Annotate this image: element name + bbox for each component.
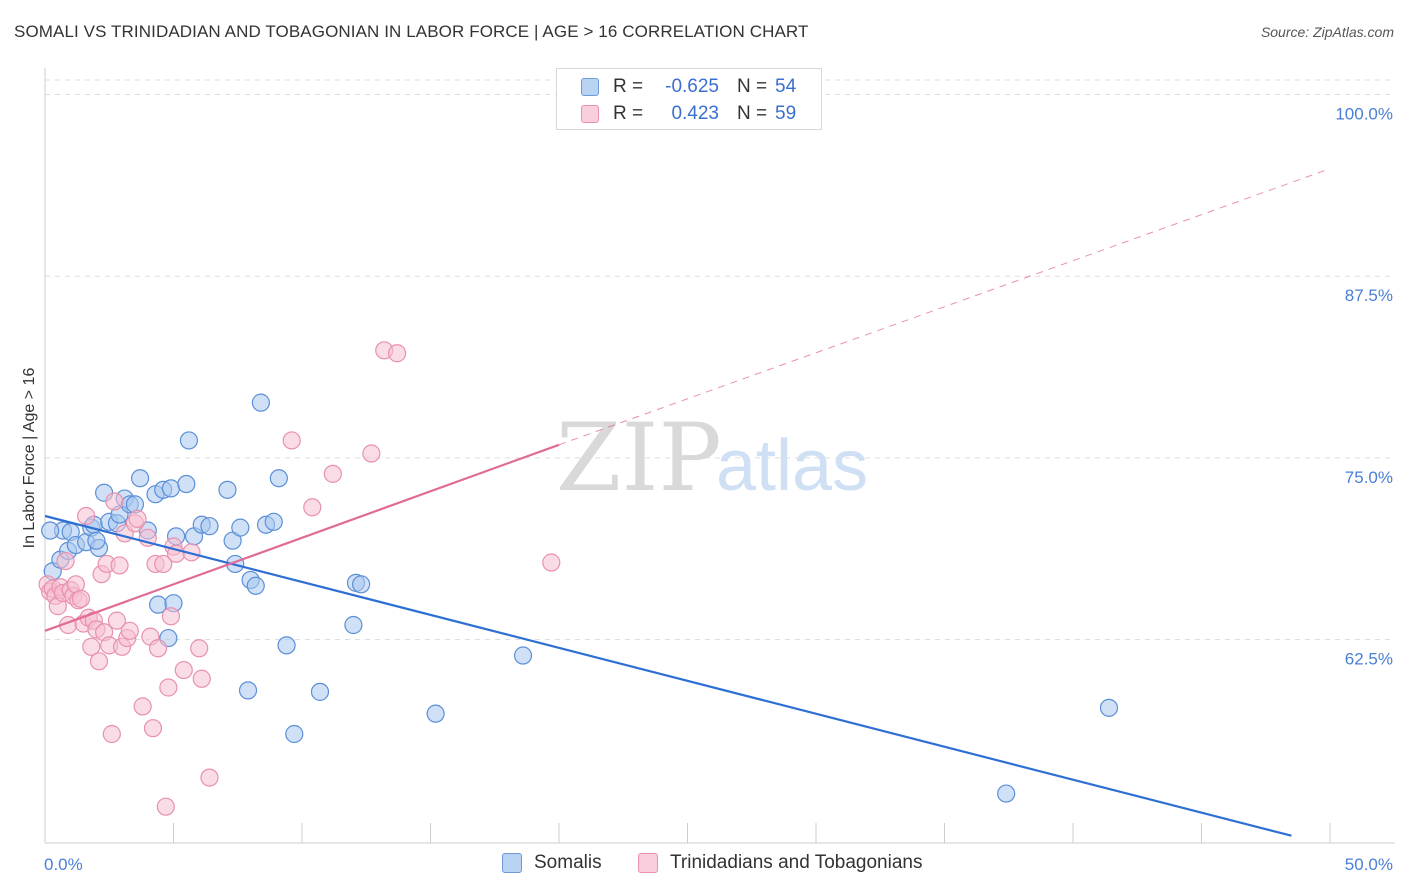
trinidadian-point <box>542 553 561 572</box>
trinidadian-trend-line-extension <box>558 168 1331 446</box>
legend-r-label: R = <box>613 103 644 124</box>
legend-n-value: 54 <box>775 76 797 97</box>
gridlines <box>45 79 1395 641</box>
legend-n-value: 59 <box>775 103 797 124</box>
trinidadian-point <box>192 669 211 688</box>
somali-trend-line <box>44 514 1292 837</box>
legend-n-label: N = <box>737 76 768 97</box>
legend-row-trinidadians: R = 0.423 N = 59 <box>581 103 796 125</box>
trinidadian-trend-line <box>44 443 560 632</box>
trinidadian-point <box>190 639 209 658</box>
somali-point <box>161 479 181 498</box>
chart-source: Source: ZipAtlas.com <box>1260 24 1394 40</box>
trinidadian-point <box>303 498 322 517</box>
axes <box>44 68 1395 844</box>
somali-point <box>352 575 371 594</box>
somali-point <box>246 576 265 595</box>
trend-lines <box>44 168 1331 837</box>
trinidadian-point <box>156 797 175 816</box>
somali-point <box>344 615 363 635</box>
correlation-legend: R = -0.625 N = 54 R = 0.423 N = 59 <box>556 68 822 130</box>
legend-r-value: -0.625 <box>665 76 719 97</box>
somali-point <box>426 704 445 723</box>
legend-swatch-somalis <box>581 78 599 96</box>
y-tick-label: 100.0% <box>1335 105 1393 124</box>
trinidadian-point <box>120 621 139 640</box>
tick-labels: 62.5% 75.0% 87.5% 100.0% 0.0% 50.0% <box>44 105 1393 874</box>
somali-point <box>200 517 219 536</box>
somali-point <box>285 724 304 744</box>
trinidadian-point <box>161 607 181 626</box>
trinidadian-point <box>148 639 168 658</box>
chart-title: SOMALI VS TRINIDADIAN AND TOBAGONIAN IN … <box>14 22 809 41</box>
y-tick-label: 62.5% <box>1345 650 1393 669</box>
x-tick-label: 50.0% <box>1345 855 1393 874</box>
trinidadian-point <box>107 611 127 630</box>
somali-point <box>179 431 199 450</box>
watermark: ZIP atlas <box>556 404 868 513</box>
legend-r-label: R = <box>613 76 644 97</box>
somali-point <box>87 531 106 550</box>
trinidadian-point <box>56 551 75 571</box>
somali-point <box>218 480 237 499</box>
series-legend-trinidadians: Trinidadians and Tobagonians <box>638 852 922 874</box>
legend-row-somalis: R = -0.625 N = 54 <box>581 76 796 98</box>
legend-swatch-trinidadians <box>581 105 599 123</box>
trinidadian-point <box>323 464 342 483</box>
series-swatch-somalis <box>502 853 522 873</box>
somali-point <box>231 518 250 537</box>
series-swatch-trinidadians <box>638 853 658 873</box>
trinidadian-point <box>77 506 96 526</box>
trinidadian-point <box>200 768 219 787</box>
somali-point <box>251 393 270 412</box>
somali-point <box>177 474 196 494</box>
trinidadian-point <box>102 724 121 744</box>
series-legend-somalis: Somalis <box>502 852 602 874</box>
trinidadian-point <box>71 589 91 608</box>
trinidadian-point <box>133 697 152 716</box>
trinidadian-point <box>159 678 178 697</box>
trinidadian-point <box>110 556 129 575</box>
series-legend: Somalis Trinidadians and Tobagonians <box>0 852 1406 876</box>
somali-point <box>1099 698 1119 717</box>
x-tick-label: 0.0% <box>44 855 83 874</box>
somali-point <box>130 469 150 488</box>
trinidadian-point <box>154 554 173 574</box>
legend-n-label: N = <box>737 103 768 124</box>
somali-point <box>997 784 1016 803</box>
somali-point <box>41 521 60 540</box>
somali-point <box>238 681 258 700</box>
trinidadian-point <box>387 344 407 363</box>
watermark-zip: ZIP <box>556 404 722 513</box>
y-tick-label: 75.0% <box>1345 468 1393 487</box>
somali-point <box>310 682 330 701</box>
somali-point <box>269 469 288 488</box>
trinidadian-point <box>174 660 193 680</box>
trinidadian-point <box>282 431 301 450</box>
somali-point <box>513 646 533 665</box>
trinidadian-point <box>82 637 101 656</box>
trinidadian-point <box>89 652 109 671</box>
somali-point <box>264 512 283 531</box>
legend-r-value: 0.423 <box>671 103 719 124</box>
trinidadian-point <box>105 492 124 511</box>
somali-point <box>277 636 296 655</box>
series-label-somalis: Somalis <box>534 852 602 873</box>
trinidadian-point <box>143 719 163 738</box>
y-tick-label: 87.5% <box>1345 286 1393 305</box>
series-label-trinidadians: Trinidadians and Tobagonians <box>670 852 923 873</box>
trinidadian-point <box>362 444 381 463</box>
trinidadian-point <box>128 509 147 529</box>
watermark-atlas: atlas <box>716 426 868 506</box>
